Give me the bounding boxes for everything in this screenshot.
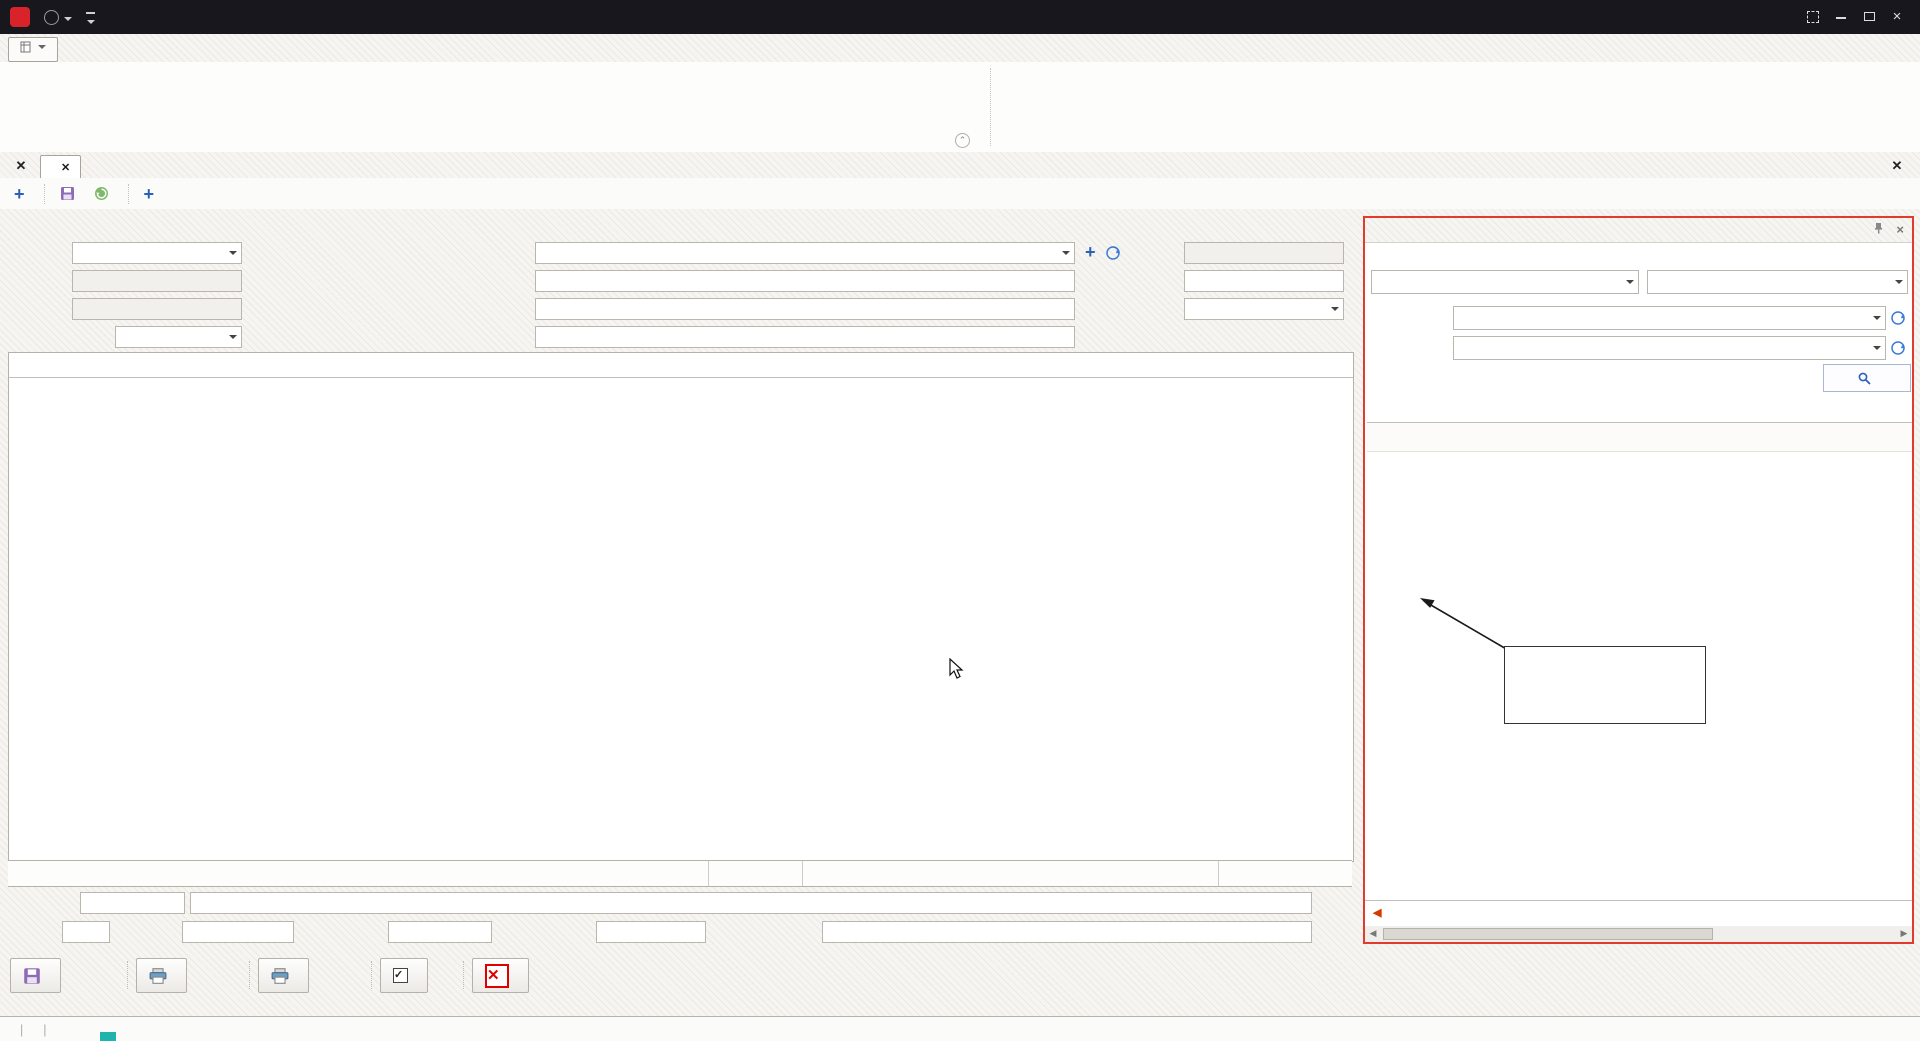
panel-horizontal-scrollbar[interactable]: ◀ ▶: [1365, 926, 1912, 942]
summary-qty-total: [708, 861, 803, 886]
amount-in-words: [190, 892, 1312, 914]
panel-khach-hang-combo[interactable]: [1453, 306, 1886, 330]
title-bar: ×: [0, 0, 1920, 34]
sdt-input[interactable]: [1184, 270, 1344, 292]
menu-bar: [0, 34, 1920, 63]
floppy-icon: [60, 186, 75, 201]
tabstrip-close-icon[interactable]: ✕: [1882, 156, 1912, 177]
printer-icon: [271, 968, 289, 984]
scroll-left-icon[interactable]: ◀: [1366, 928, 1380, 940]
nguoi-lap-field: [72, 298, 242, 320]
document-tab-strip: ✕ ✕ ✕: [0, 152, 1920, 179]
panel-grid: [1367, 396, 1912, 452]
mouse-cursor: [949, 658, 965, 680]
print-a5-button[interactable]: [136, 958, 187, 993]
tab-close-icon[interactable]: ✕: [61, 162, 70, 174]
dia-chi-input[interactable]: [535, 298, 1075, 320]
tien-sau-thue-value: [388, 921, 492, 943]
document-tab[interactable]: ✕: [40, 155, 81, 179]
app-window: × ⌃ ✕ ✕ ✕ + +: [0, 0, 1920, 1041]
close-x-icon: ✕: [485, 964, 509, 988]
maximize-button[interactable]: [1858, 8, 1880, 26]
chevron-down-icon[interactable]: [1873, 316, 1881, 324]
khach-hang-combo[interactable]: [535, 242, 1075, 264]
chevron-down-icon[interactable]: [1873, 346, 1881, 354]
panel-nguoi-lap-combo[interactable]: [1453, 336, 1886, 360]
tu-ngay-input[interactable]: [1371, 270, 1639, 294]
plus-icon: +: [14, 187, 25, 201]
quote-grid-header: [9, 353, 1353, 378]
save-button[interactable]: [10, 958, 61, 993]
annotation-box: [1504, 646, 1706, 724]
refresh-icon[interactable]: [1891, 311, 1905, 325]
search-button[interactable]: [1823, 364, 1911, 392]
save-layout-button[interactable]: [60, 186, 80, 201]
toolbar: + +: [0, 178, 1920, 210]
fullscreen-button[interactable]: [1802, 8, 1824, 26]
minimize-button[interactable]: [1830, 8, 1852, 26]
refresh-icon: [94, 186, 109, 201]
scroll-right-icon[interactable]: ▶: [1897, 928, 1911, 940]
panel-grid-header: [1367, 396, 1912, 423]
close-button[interactable]: ×: [1886, 8, 1908, 26]
ribbon-separator: [990, 68, 991, 146]
add-customer-icon[interactable]: +: [1085, 245, 1096, 259]
nav-left-icon[interactable]: ◀: [1373, 901, 1381, 926]
tien-thue-value: [182, 921, 294, 943]
add-item-button[interactable]: +: [144, 187, 160, 201]
new-button[interactable]: +: [14, 187, 30, 201]
panel-footer: ◀: [1365, 900, 1912, 928]
ho-va-ten-input[interactable]: [535, 270, 1075, 292]
plus-icon: +: [144, 187, 155, 201]
ma-phieu-field: [72, 270, 242, 292]
search-icon: [1858, 372, 1871, 385]
printer-icon: [149, 968, 167, 984]
scrollbar-thumb[interactable]: [1383, 928, 1713, 940]
summary-amount-total: [1218, 861, 1352, 886]
print-a4-button[interactable]: [258, 958, 309, 993]
quote-grid: [8, 352, 1354, 862]
refresh-icon[interactable]: [1891, 341, 1905, 355]
panel-header: ×: [1365, 218, 1912, 243]
phi-van-chuyen-value[interactable]: [596, 921, 706, 943]
ribbon-collapse-icon[interactable]: ⌃: [955, 133, 970, 148]
ribbon: ⌃: [0, 62, 1920, 153]
den-ngay-input[interactable]: [1647, 270, 1908, 294]
quote-list-panel: × ◀ ◀ ▶: [1363, 216, 1914, 944]
loai-gia-combo[interactable]: [1184, 298, 1344, 320]
thue-value[interactable]: [62, 921, 110, 943]
restore-layout-button[interactable]: [94, 186, 114, 201]
panel-close-icon[interactable]: ×: [1896, 222, 1904, 237]
chevron-down-icon[interactable]: [1331, 307, 1339, 315]
toolbar-separator: [128, 184, 130, 204]
chevron-down-icon[interactable]: [1895, 280, 1903, 288]
table-icon: [20, 41, 34, 53]
grid-summary-row: [8, 860, 1352, 887]
pin-icon[interactable]: [1873, 222, 1884, 237]
chevron-down-icon[interactable]: [229, 335, 237, 343]
tong-cong-value: [80, 892, 185, 914]
application-menu-button[interactable]: [8, 37, 58, 62]
chevron-down-icon[interactable]: [1626, 280, 1634, 288]
toolbar-separator: [44, 184, 46, 204]
close-all-tabs-icon[interactable]: ✕: [6, 156, 36, 177]
window-title: [0, 0, 1920, 34]
t-no-cu-field: [1184, 242, 1344, 264]
taskbar-fragment: [100, 1032, 116, 1041]
ghi-chu-input[interactable]: [535, 326, 1075, 348]
panel-filter-row[interactable]: [1367, 423, 1912, 452]
tong-tien-sau-phi-value: [822, 921, 1312, 943]
chevron-down-icon[interactable]: [229, 251, 237, 259]
refresh-customer-icon[interactable]: [1106, 246, 1120, 260]
status-bar: | |: [0, 1016, 1920, 1041]
floppy-icon: [23, 967, 41, 985]
checkbox-icon[interactable]: ✓: [393, 968, 408, 983]
ngay-lap-input[interactable]: [72, 242, 242, 264]
exit-button[interactable]: ✕: [472, 958, 529, 993]
gia-tri-den-ngay-input[interactable]: [115, 326, 242, 348]
chevron-down-icon[interactable]: [1062, 251, 1070, 259]
preview-button[interactable]: ✓: [380, 958, 428, 993]
